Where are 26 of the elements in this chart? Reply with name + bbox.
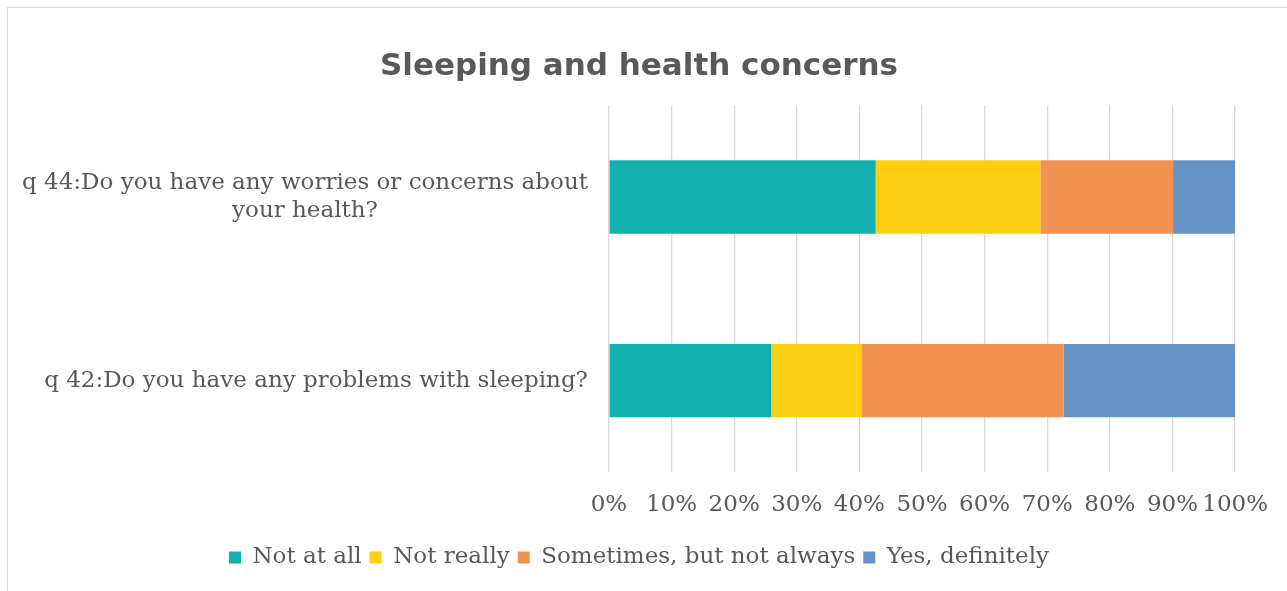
x-tick-label: 60% [959,490,1011,517]
bar [609,343,772,418]
x-tick-label: 80% [1084,490,1136,517]
x-tick-label: 0% [590,490,628,517]
legend-label: Not at all [252,542,362,569]
x-tick-label: 20% [708,490,760,517]
x-tick-label: 10% [645,490,698,517]
bar [1040,160,1174,234]
x-tick-label: 70% [1021,490,1073,517]
x-tick-label: 100% [1202,490,1269,517]
y-tick-label: q 44:Do you have any worries or concerns about your health? [22,167,589,222]
bar [609,160,876,234]
legend-label: Sometimes, but not always [541,542,856,569]
bar [861,343,1064,418]
bar [1063,343,1236,418]
y-tick-label: q 42:Do you have any problems with sleeping? [44,365,588,392]
bar [875,160,1041,234]
x-tick-label: 90% [1146,490,1199,517]
bar [771,343,862,418]
bar [1173,160,1236,234]
x-tick-label: 40% [833,490,885,517]
legend-label: Not really [393,542,510,569]
chart-title: Sleeping and health concerns [379,45,899,82]
legend-label: Yes, definitely [885,542,1050,569]
x-tick-label: 50% [896,490,948,517]
x-tick-label: 30% [771,490,823,517]
